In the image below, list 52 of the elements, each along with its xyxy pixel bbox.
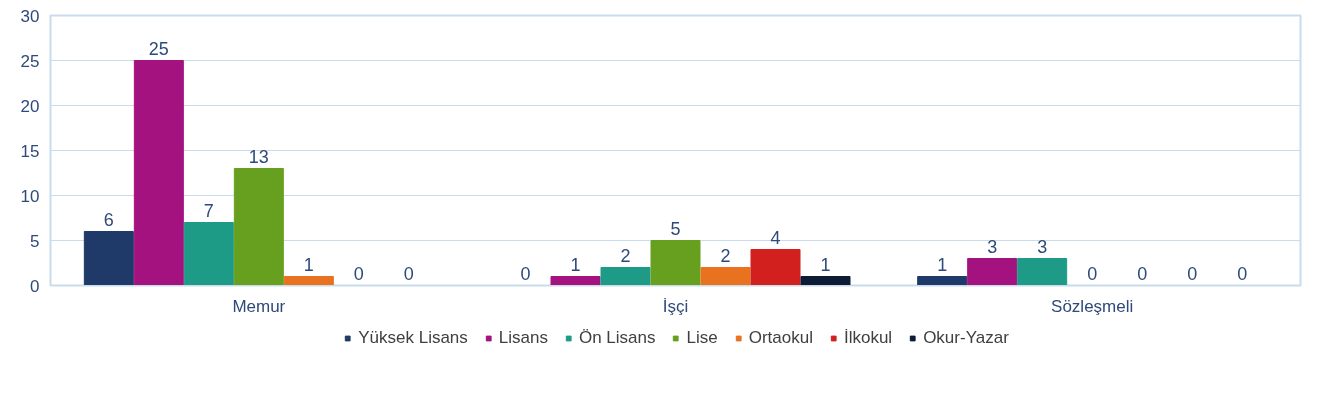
y-tick-label: 20 — [20, 96, 40, 116]
x-tick-label: Sözleşmeli — [1051, 296, 1134, 316]
legend-label: Yüksek Lisans — [358, 328, 468, 348]
y-tick-label: 5 — [30, 231, 40, 251]
data-label: 0 — [1237, 263, 1248, 284]
legend-label: İlkokul — [843, 328, 893, 348]
legend-label: Okur-Yazar — [923, 328, 1009, 348]
bar — [83, 231, 134, 286]
data-label: 2 — [720, 245, 731, 266]
y-tick-label: 30 — [20, 6, 40, 26]
bar — [750, 249, 801, 286]
y-tick-label: 25 — [20, 51, 40, 71]
y-tick-label: 15 — [20, 141, 40, 161]
data-label: 2 — [620, 245, 631, 266]
data-label: 4 — [770, 227, 781, 248]
data-label: 0 — [353, 263, 364, 284]
bar — [600, 267, 651, 286]
legend-label: Lisans — [498, 328, 548, 348]
data-label: 13 — [248, 146, 269, 167]
bar — [700, 267, 751, 286]
data-label: 3 — [987, 236, 998, 257]
bar — [550, 276, 601, 286]
bar — [233, 168, 284, 286]
legend-label: Ortaokul — [748, 328, 813, 348]
y-tick-label: 10 — [20, 186, 40, 206]
bar — [917, 276, 968, 286]
data-label: 0 — [1187, 263, 1198, 284]
data-label: 6 — [103, 209, 114, 230]
legend-label: Lise — [686, 328, 718, 348]
bar — [967, 258, 1018, 286]
x-tick-label: İşçi — [662, 296, 689, 316]
data-label: 3 — [1037, 236, 1048, 257]
bar — [133, 60, 184, 286]
data-label: 0 — [403, 263, 414, 284]
data-label: 1 — [820, 254, 831, 275]
data-label: 1 — [570, 254, 581, 275]
data-label: 1 — [937, 254, 948, 275]
data-label: 25 — [148, 38, 169, 59]
bar — [183, 222, 234, 286]
data-label: 5 — [670, 218, 681, 239]
data-label: 0 — [1137, 263, 1148, 284]
bar — [1017, 258, 1068, 286]
data-label: 0 — [1087, 263, 1098, 284]
legend-label: Ön Lisans — [578, 328, 656, 348]
bar — [650, 240, 701, 286]
bar — [283, 276, 334, 286]
x-tick-label: Memur — [232, 296, 286, 316]
data-label: 1 — [303, 254, 314, 275]
bar — [800, 276, 851, 286]
data-label: 7 — [203, 200, 214, 221]
data-label: 0 — [520, 263, 531, 284]
y-tick-label: 0 — [30, 276, 40, 296]
